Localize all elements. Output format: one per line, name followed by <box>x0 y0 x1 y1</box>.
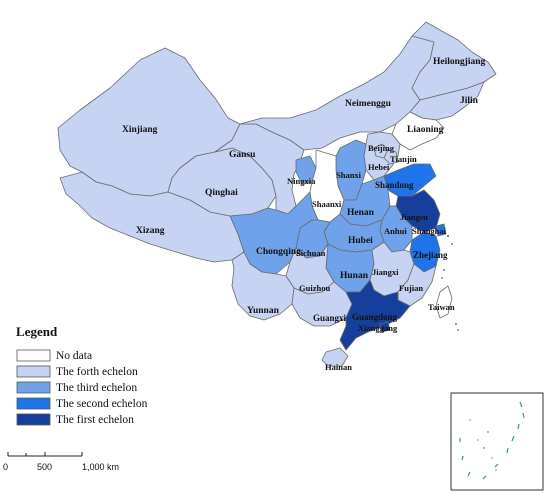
province-yunnan <box>231 251 295 321</box>
label-taiwan: Taiwan <box>428 302 455 312</box>
scale-tick-1000: 1,000 km <box>82 462 119 472</box>
label-jilin: Jilin <box>460 96 479 106</box>
label-shanxi: Shanxi <box>336 170 362 180</box>
province-shanghai <box>435 223 447 237</box>
label-henan: Henan <box>347 208 375 218</box>
label-yunnan: Yunnan <box>247 306 280 316</box>
province-guangdong <box>339 279 411 351</box>
inset-frame <box>450 392 544 491</box>
legend-swatch-first <box>16 413 51 426</box>
label-jiangsu: Jiangsu <box>400 212 428 222</box>
province-labels: Heilongjiang Jilin Liaoning Neimenggu Xi… <box>122 57 486 372</box>
label-hunan: Hunan <box>340 271 369 281</box>
legend-swatch-second <box>16 397 51 410</box>
scale-bar: 0 500 1,000 km <box>3 452 119 472</box>
label-hainan: Hainan <box>325 362 352 372</box>
south-china-sea-inset <box>450 392 544 491</box>
label-tianjin: Tianjin <box>390 154 417 164</box>
label-guizhou: Guizhou <box>299 283 330 293</box>
legend-swatch-forth <box>16 365 51 378</box>
label-qinghai: Qinghai <box>205 188 238 198</box>
province-shandong <box>383 163 437 197</box>
province-tianjin <box>383 149 399 165</box>
legend-title: Legend <box>16 324 58 339</box>
label-zhejiang: Zhejiang <box>413 250 448 260</box>
label-ningxia: Ningxia <box>287 176 316 186</box>
scale-tick-500: 500 <box>37 462 52 472</box>
label-guangdong: Guangdong <box>352 312 398 322</box>
label-xinjiang: Xinjiang <box>122 125 158 135</box>
label-gansu: Gansu <box>229 150 256 160</box>
legend-label-no-data: No data <box>56 350 92 362</box>
label-fujian: Fujian <box>399 283 423 293</box>
province-taiwan <box>435 285 453 319</box>
province-xianggang <box>379 321 391 333</box>
label-sichuan: Chongqing <box>256 247 301 257</box>
label-guangxi: Guangxi <box>313 313 347 323</box>
province-fujian <box>397 263 437 307</box>
legend-swatch-no-data <box>16 349 51 362</box>
label-hebei: Hebei <box>368 162 390 172</box>
label-anhui: Anhui <box>384 226 407 236</box>
legend-label-forth: The forth echelon <box>56 366 138 378</box>
legend-label-second: The second echelon <box>56 398 148 410</box>
label-neimenggu: Neimenggu <box>345 99 392 109</box>
label-heilongjiang: Heilongjiang <box>433 57 486 67</box>
label-xianggang: Xianggang <box>358 323 398 333</box>
label-shandong: Shandong <box>375 180 414 190</box>
inset-dashed-line <box>459 401 525 480</box>
legend-label-third: The third echelon <box>56 382 137 394</box>
label-beijing: Beijing <box>368 143 395 153</box>
province-layer <box>57 21 497 367</box>
legend-label-first: The first echelon <box>56 414 134 426</box>
label-hubei: Hubei <box>348 236 373 246</box>
legend-swatch-third <box>16 381 51 394</box>
inset-islands <box>469 419 497 471</box>
label-liaoning: Liaoning <box>407 125 444 135</box>
province-hainan <box>321 347 349 367</box>
legend: Legend No data The forth echelon The thi… <box>16 324 148 426</box>
coastal-islands <box>441 235 459 331</box>
label-jiangxi: Jiangxi <box>372 267 399 277</box>
label-shaanxi: Shaanxi <box>312 199 342 209</box>
scale-tick-0: 0 <box>3 462 8 472</box>
label-xizang: Xizang <box>136 226 165 236</box>
label-shanghai: Shanghai <box>412 226 447 236</box>
label-chongqing: Sichuan <box>296 248 326 258</box>
